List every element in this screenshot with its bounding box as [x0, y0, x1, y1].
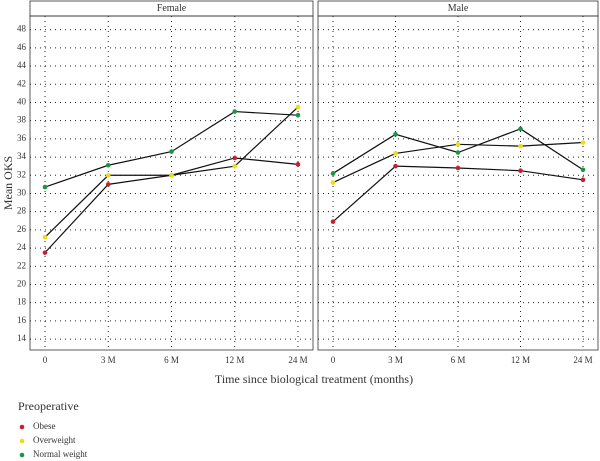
data-point [295, 112, 301, 118]
data-point [330, 180, 336, 185]
data-point [105, 182, 111, 187]
x-tick-label: 3 M [388, 355, 403, 365]
x-tick-label: 0 [43, 355, 48, 365]
data-point [455, 142, 461, 147]
y-axis-label: Mean OKS [1, 156, 15, 210]
data-point [232, 163, 238, 169]
y-tick-label: 38 [17, 115, 27, 125]
x-tick-label: 6 M [451, 355, 466, 365]
data-point [232, 109, 238, 114]
y-tick-label: 24 [17, 242, 27, 252]
y-tick-label: 36 [17, 133, 27, 143]
x-tick-label: 12 M [225, 355, 244, 365]
series-line [44, 157, 299, 254]
data-point [42, 234, 48, 240]
legend-label: Overweight [33, 435, 76, 445]
data-point [295, 104, 301, 110]
data-point [580, 167, 586, 173]
y-tick-label: 44 [17, 60, 27, 70]
facet-title: Male [448, 3, 469, 14]
y-tick-label: 40 [17, 97, 27, 107]
data-point [393, 151, 398, 156]
data-point [580, 140, 586, 145]
data-point [330, 219, 336, 224]
y-tick-label: 16 [17, 315, 27, 325]
data-point [295, 162, 301, 167]
legend-marker [19, 438, 25, 444]
y-tick-label: 48 [17, 24, 27, 34]
data-point [455, 165, 461, 171]
x-tick-label: 12 M [511, 355, 530, 365]
y-tick-label: 46 [17, 42, 27, 52]
x-tick-label: 3 M [101, 355, 116, 365]
data-point [105, 172, 111, 178]
data-point [169, 172, 174, 178]
y-tick-label: 28 [17, 206, 27, 216]
y-tick-label: 30 [17, 188, 27, 198]
data-point [232, 155, 238, 161]
legend-title: Preoperative [18, 399, 79, 413]
x-tick-label: 24 M [288, 355, 307, 365]
data-point [330, 171, 336, 176]
data-point [42, 250, 48, 255]
x-tick-label: 0 [331, 355, 336, 365]
data-point [518, 168, 523, 174]
data-point [105, 162, 111, 168]
x-tick-label: 24 M [573, 355, 592, 365]
legend-marker [19, 424, 25, 430]
data-point [518, 126, 523, 132]
facet-title: Female [157, 3, 187, 14]
x-tick-label: 6 M [164, 355, 179, 365]
y-tick-label: 22 [17, 260, 26, 270]
data-point [393, 163, 398, 169]
data-point [42, 184, 48, 190]
data-point [455, 150, 461, 155]
y-tick-label: 34 [17, 151, 27, 161]
y-tick-label: 32 [17, 169, 26, 179]
legend-label: Normal weight [33, 449, 88, 459]
data-point [169, 149, 174, 154]
y-tick-label: 18 [17, 297, 27, 307]
data-point [393, 132, 398, 137]
y-tick-label: 42 [17, 78, 26, 88]
data-point [580, 177, 586, 183]
x-axis-label: Time since biological treatment (months) [215, 372, 413, 386]
legend-marker [19, 452, 25, 458]
data-point [518, 143, 523, 149]
legend-label: Obese [33, 421, 56, 431]
y-tick-label: 14 [17, 333, 27, 343]
y-tick-label: 26 [17, 224, 27, 234]
y-tick-label: 20 [17, 279, 27, 289]
